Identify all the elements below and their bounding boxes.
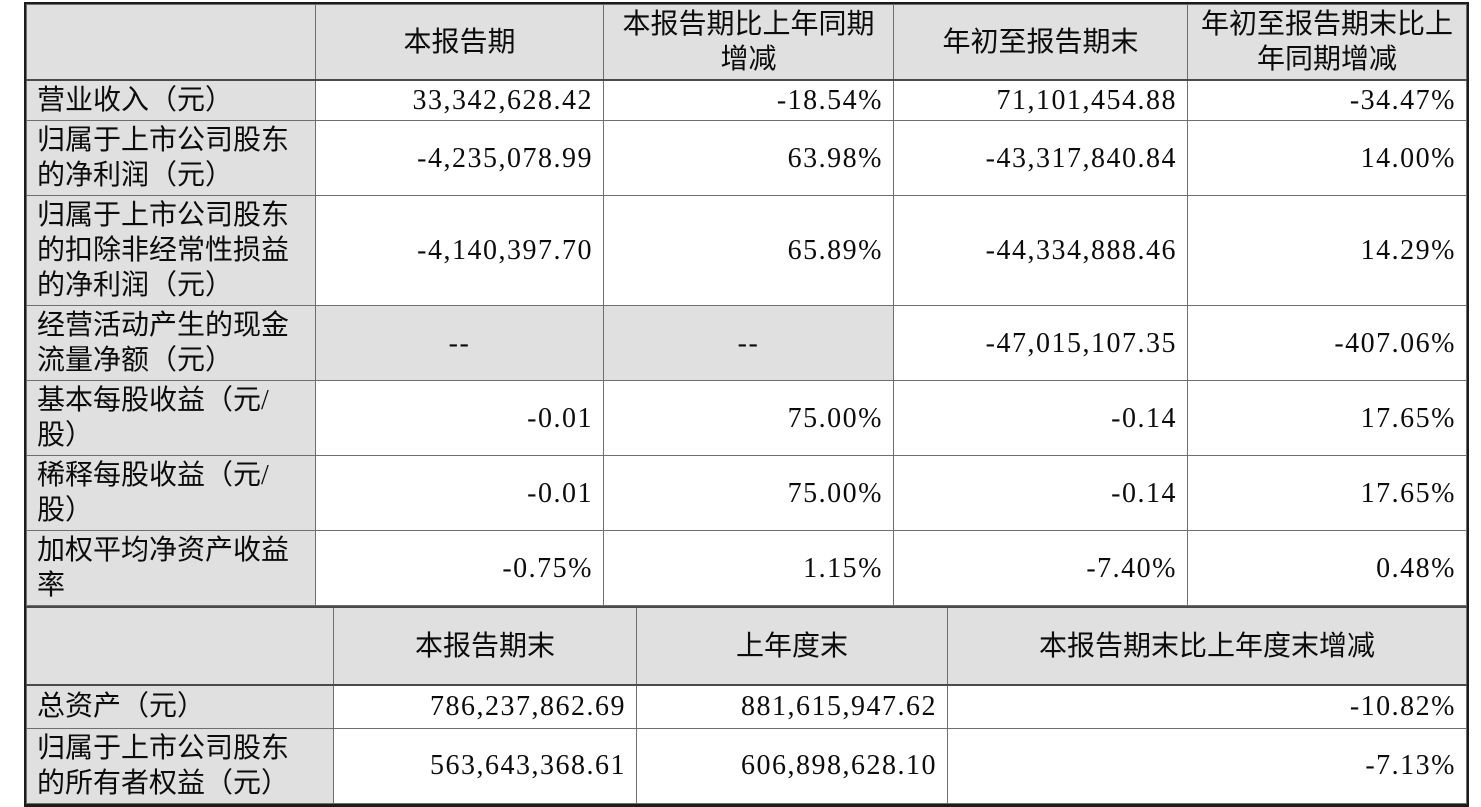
- cell-value: -10.82%: [947, 684, 1467, 729]
- key-metrics-table: 本报告期 本报告期比上年同期 增减 年初至报告期末 年初至报告期末比上 年同期增…: [26, 4, 1467, 606]
- cell-value: 63.98%: [603, 120, 894, 196]
- row-weighted-avg-roe: 加权平均净资产收益 率 -0.75% 1.15% -7.40% 0.48%: [26, 530, 1467, 606]
- cell-value: 0.48%: [1187, 530, 1467, 606]
- row-owners-equity: 归属于上市公司股东 的所有者权益（元） 563,643,368.61 606,8…: [26, 727, 1467, 804]
- cell-value: -0.75%: [315, 530, 604, 606]
- row-net-profit-excl-nonrecurring: 归属于上市公司股东 的扣除非经常性损益 的净利润（元） -4,140,397.7…: [26, 195, 1467, 306]
- cell-value: 606,898,628.10: [636, 727, 948, 804]
- t2-header-prior-year-end: 上年度末: [636, 606, 948, 686]
- cell-value: 563,643,368.61: [333, 727, 637, 804]
- cell-value: -4,235,078.99: [315, 120, 604, 196]
- financial-summary-page: 本报告期 本报告期比上年同期 增减 年初至报告期末 年初至报告期末比上 年同期增…: [24, 2, 1469, 807]
- t1-header-ytd-yoy: 年初至报告期末比上 年同期增减: [1187, 4, 1467, 81]
- cell-value: -0.14: [893, 380, 1188, 456]
- row-label: 归属于上市公司股东 的净利润（元）: [26, 120, 316, 196]
- cell-value: 75.00%: [603, 380, 894, 456]
- t2-header-period-end-change: 本报告期末比上年度末增减: [947, 606, 1467, 686]
- balance-metrics-table: 本报告期末 上年度末 本报告期末比上年度末增减 总资产（元） 786,237,8…: [26, 606, 1467, 804]
- cell-value: 1.15%: [603, 530, 894, 606]
- cell-value: -44,334,888.46: [893, 195, 1188, 306]
- cell-value: -407.06%: [1187, 305, 1467, 381]
- cell-value: 17.65%: [1187, 455, 1467, 531]
- cell-value: -0.01: [315, 380, 604, 456]
- cell-value: 71,101,454.88: [893, 79, 1188, 121]
- cell-value: 65.89%: [603, 195, 894, 306]
- row-label: 归属于上市公司股东 的所有者权益（元）: [26, 727, 334, 804]
- t1-header-ytd: 年初至报告期末: [893, 4, 1188, 81]
- cell-value: -34.47%: [1187, 79, 1467, 121]
- row-operating-cash-flow: 经营活动产生的现金 流量净额（元） -- -- -47,015,107.35 -…: [26, 305, 1467, 381]
- row-label: 总资产（元）: [26, 684, 334, 729]
- financial-summary-table-frame: 本报告期 本报告期比上年同期 增减 年初至报告期末 年初至报告期末比上 年同期增…: [24, 2, 1469, 807]
- row-label: 基本每股收益（元/ 股）: [26, 380, 316, 456]
- cell-value: -43,317,840.84: [893, 120, 1188, 196]
- cell-value: -4,140,397.70: [315, 195, 604, 306]
- cell-value: -7.13%: [947, 727, 1467, 804]
- cell-value: -0.01: [315, 455, 604, 531]
- cell-value: -0.14: [893, 455, 1188, 531]
- row-total-assets: 总资产（元） 786,237,862.69 881,615,947.62 -10…: [26, 684, 1467, 729]
- cell-value: 881,615,947.62: [636, 684, 948, 729]
- row-operating-revenue: 营业收入（元） 33,342,628.42 -18.54% 71,101,454…: [26, 79, 1467, 121]
- cell-value-na: --: [603, 305, 894, 381]
- cell-value: 17.65%: [1187, 380, 1467, 456]
- t1-header-row: 本报告期 本报告期比上年同期 增减 年初至报告期末 年初至报告期末比上 年同期增…: [26, 4, 1467, 81]
- row-net-profit-attributable: 归属于上市公司股东 的净利润（元） -4,235,078.99 63.98% -…: [26, 120, 1467, 196]
- row-basic-eps: 基本每股收益（元/ 股） -0.01 75.00% -0.14 17.65%: [26, 380, 1467, 456]
- cell-value: 33,342,628.42: [315, 79, 604, 121]
- cell-value: 14.00%: [1187, 120, 1467, 196]
- row-label: 归属于上市公司股东 的扣除非经常性损益 的净利润（元）: [26, 195, 316, 306]
- cell-value: 786,237,862.69: [333, 684, 637, 729]
- cell-value-na: --: [315, 305, 604, 381]
- row-label: 加权平均净资产收益 率: [26, 530, 316, 606]
- t1-header-current-period: 本报告期: [315, 4, 604, 81]
- cell-value: 75.00%: [603, 455, 894, 531]
- t1-header-blank: [26, 4, 316, 81]
- cell-value: -47,015,107.35: [893, 305, 1188, 381]
- cell-value: 14.29%: [1187, 195, 1467, 306]
- cell-value: -7.40%: [893, 530, 1188, 606]
- cell-value: -18.54%: [603, 79, 894, 121]
- t2-header-row: 本报告期末 上年度末 本报告期末比上年度末增减: [26, 606, 1467, 686]
- row-label: 稀释每股收益（元/ 股）: [26, 455, 316, 531]
- row-label: 营业收入（元）: [26, 79, 316, 121]
- row-label: 经营活动产生的现金 流量净额（元）: [26, 305, 316, 381]
- t2-header-period-end: 本报告期末: [333, 606, 637, 686]
- t1-header-current-period-yoy: 本报告期比上年同期 增减: [603, 4, 894, 81]
- t2-header-blank: [26, 606, 334, 686]
- row-diluted-eps: 稀释每股收益（元/ 股） -0.01 75.00% -0.14 17.65%: [26, 455, 1467, 531]
